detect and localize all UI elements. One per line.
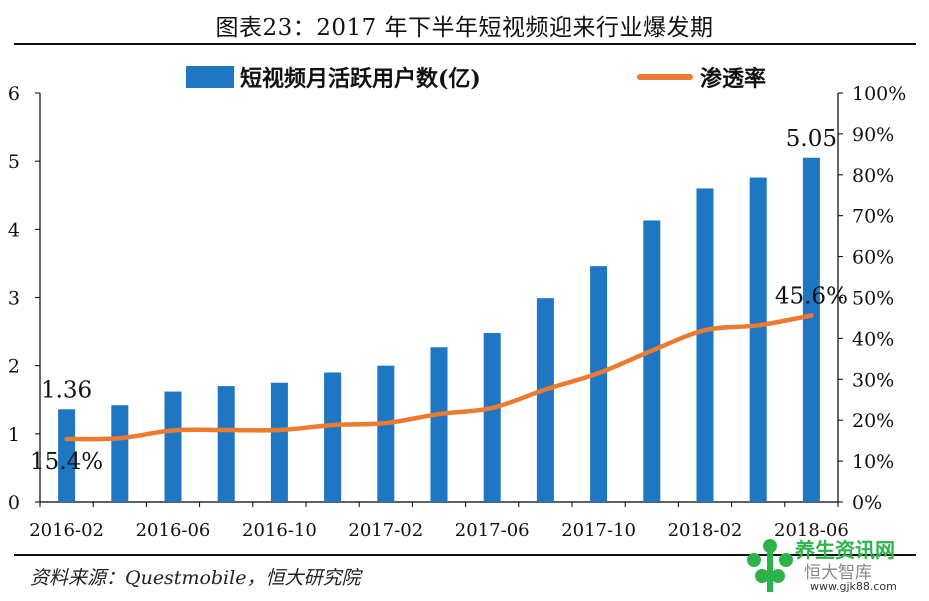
data-label: 15.4%	[30, 449, 103, 475]
bar	[483, 332, 501, 502]
watermark-title: 养生资讯网	[795, 538, 895, 562]
y-left-tick-label: 5	[8, 151, 20, 173]
line-point	[437, 412, 441, 416]
legend-swatch-bar	[186, 66, 234, 88]
bar	[749, 177, 767, 502]
line-point	[65, 437, 69, 441]
y-right-tick-label: 50%	[852, 288, 894, 310]
chart-title: 图表23：2017 年下半年短视频迎来行业爆发期	[215, 15, 714, 41]
bar	[802, 157, 820, 502]
y-right-tick-label: 30%	[852, 369, 894, 391]
line-point	[384, 421, 388, 425]
line-point	[809, 313, 813, 317]
chart-axes: 01234560%10%20%30%40%50%60%70%80%90%100%…	[8, 83, 906, 541]
data-label: 45.6%	[775, 283, 848, 309]
line-point	[543, 388, 547, 392]
y-right-tick-label: 80%	[852, 165, 894, 187]
line-point	[650, 349, 654, 353]
watermark-url: www.gjk88.com	[810, 580, 897, 593]
bar	[58, 409, 76, 502]
line-point	[171, 428, 175, 432]
bar	[324, 372, 342, 502]
bar	[590, 266, 608, 502]
y-left-tick-label: 1	[8, 424, 20, 446]
y-left-tick-label: 3	[8, 288, 20, 310]
x-tick-label: 2016-06	[136, 520, 211, 541]
watermark: 养生资讯网 恒大智库 www.gjk88.com	[740, 530, 925, 596]
watermark-subtitle: 恒大智库	[804, 563, 872, 583]
legend-label-line: 渗透率	[700, 66, 766, 92]
line-point	[756, 323, 760, 327]
x-tick-label: 2017-02	[348, 520, 423, 541]
x-tick-label: 2018-02	[668, 520, 743, 541]
y-right-tick-label: 10%	[852, 451, 894, 473]
chart-legend: 短视频月活跃用户数(亿) 渗透率	[186, 66, 766, 92]
bar	[643, 220, 661, 502]
bar	[111, 405, 129, 502]
green-tree-logo-icon	[747, 539, 793, 592]
y-right-tick-label: 90%	[852, 124, 894, 146]
bar	[430, 347, 448, 502]
y-right-tick-label: 20%	[852, 410, 894, 432]
line-point	[331, 423, 335, 427]
bar	[696, 188, 714, 502]
y-left-tick-label: 0	[8, 492, 20, 514]
y-left-tick-label: 6	[8, 83, 20, 105]
y-right-tick-label: 70%	[852, 206, 894, 228]
y-right-tick-label: 100%	[852, 83, 906, 105]
data-labels: 1.36 5.05 15.4% 45.6%	[30, 126, 848, 475]
line-point	[277, 428, 281, 432]
x-tick-label: 2016-10	[242, 520, 317, 541]
line-point	[490, 406, 494, 410]
line-point	[118, 436, 122, 440]
y-right-tick-label: 60%	[852, 247, 894, 269]
y-right-tick-label: 40%	[852, 328, 894, 350]
line-series	[64, 313, 814, 442]
data-label: 1.36	[41, 377, 92, 403]
bar	[377, 365, 395, 502]
source-note: 资料来源：Questmobile，恒大研究院	[30, 567, 361, 589]
bar	[536, 298, 554, 502]
legend-label-bar: 短视频月活跃用户数(亿)	[240, 66, 481, 92]
y-left-tick-label: 4	[8, 219, 20, 241]
bar-series	[58, 157, 820, 502]
y-right-tick-label: 0%	[852, 492, 882, 514]
x-tick-label: 2016-02	[29, 520, 104, 541]
title-divider	[14, 43, 916, 45]
bar	[270, 382, 288, 502]
line-point	[597, 371, 601, 375]
bar	[217, 386, 235, 502]
y-left-tick-label: 2	[8, 356, 20, 378]
line-point	[224, 428, 228, 432]
x-tick-label: 2017-06	[455, 520, 530, 541]
data-label: 5.05	[786, 126, 837, 152]
footer-divider	[14, 554, 916, 556]
line-point	[703, 328, 707, 332]
bar	[164, 391, 182, 502]
x-tick-label: 2017-10	[561, 520, 636, 541]
x-tick-label: 2018-06	[774, 520, 849, 541]
